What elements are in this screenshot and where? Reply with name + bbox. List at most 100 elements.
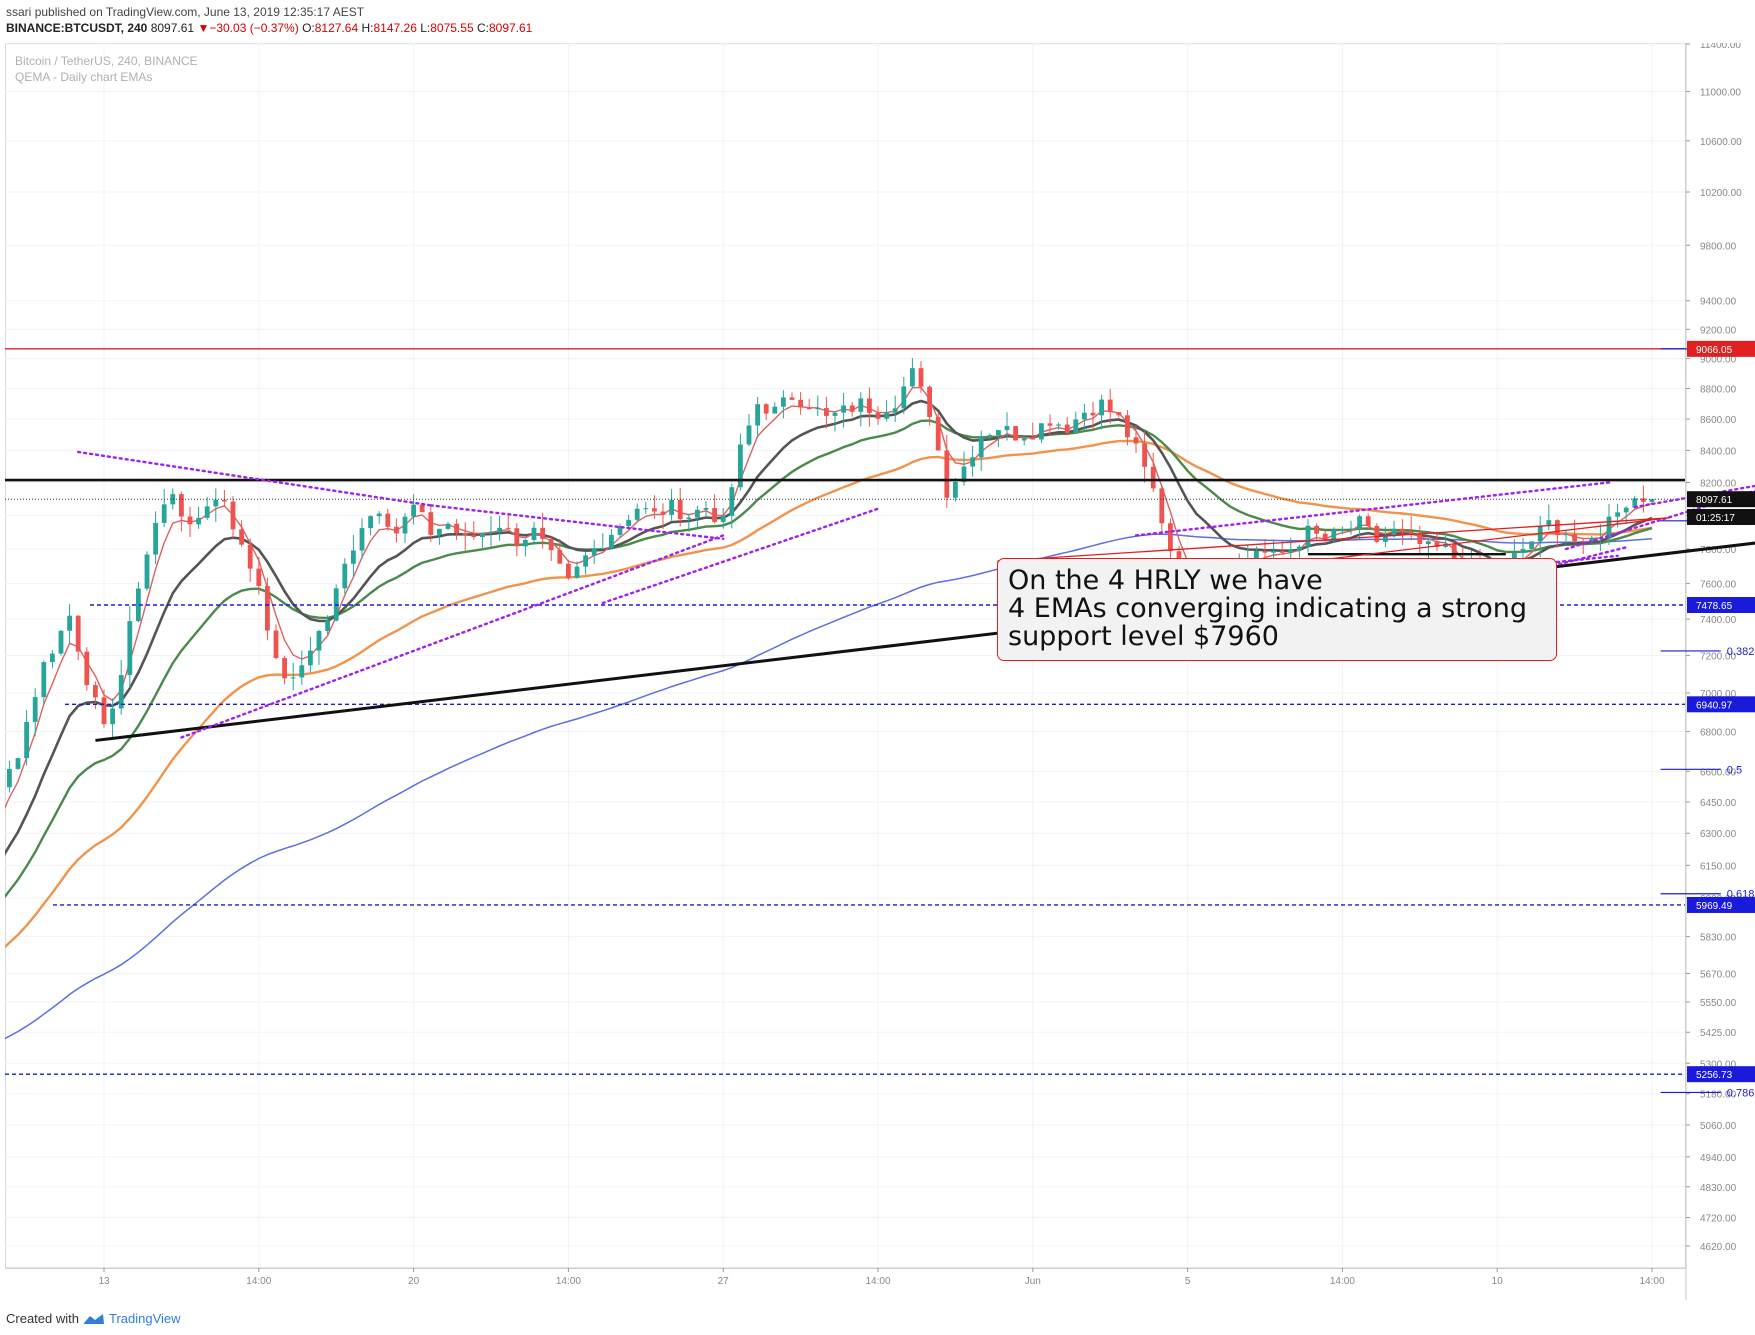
price-tick-label: 8600.00 bbox=[1700, 415, 1737, 426]
candle-body bbox=[1426, 541, 1431, 545]
price-tick-label: 5830.00 bbox=[1700, 932, 1737, 943]
candle-body bbox=[703, 507, 709, 510]
time-tick-label: 13 bbox=[98, 1276, 110, 1287]
price-tick-label: 11400.00 bbox=[1700, 43, 1741, 51]
candle-body bbox=[901, 386, 907, 409]
price-tick-label: 5670.00 bbox=[1700, 969, 1737, 980]
candle-body bbox=[1297, 546, 1302, 551]
pattern-dotted-line[interactable] bbox=[429, 504, 725, 541]
price-label-text: 6940.97 bbox=[1696, 700, 1733, 711]
candle-body bbox=[566, 563, 571, 578]
candle-body bbox=[359, 528, 365, 551]
candle-body bbox=[118, 675, 124, 709]
candle-body bbox=[1606, 516, 1612, 538]
candle-body bbox=[1004, 426, 1010, 431]
price-tick-label: 6150.00 bbox=[1700, 861, 1737, 872]
price-tick-label: 6600.00 bbox=[1700, 767, 1737, 778]
time-tick-label: Jun bbox=[1025, 1276, 1041, 1287]
candle-body bbox=[1013, 426, 1018, 441]
price-chart[interactable]: 11400.00 11000.00 10600.00 10200.00 9800.00 9… bbox=[5, 43, 1755, 1300]
price-label-box bbox=[1687, 1066, 1755, 1083]
candle-body bbox=[454, 523, 459, 534]
candle-body bbox=[1021, 438, 1027, 441]
candle-body bbox=[1546, 520, 1552, 527]
price-label-text: 7478.65 bbox=[1696, 601, 1733, 612]
price-label-box bbox=[1687, 896, 1755, 913]
annotation-line-1: On the 4 HRLY we have bbox=[1008, 565, 1323, 596]
price-tick-label: 5060.00 bbox=[1700, 1121, 1737, 1132]
candle-body bbox=[660, 511, 666, 515]
price-change: −30.03 (−0.37%) bbox=[209, 21, 299, 35]
candle-body bbox=[213, 499, 219, 507]
candle-body bbox=[1383, 536, 1388, 542]
candle-body bbox=[643, 508, 649, 510]
candle-body bbox=[411, 504, 416, 517]
price-tick-label: 9800.00 bbox=[1700, 241, 1737, 252]
time-tick-label: 14:00 bbox=[1639, 1276, 1664, 1287]
annotation-callout[interactable]: On the 4 HRLY we have 4 EMAs converging … bbox=[997, 558, 1557, 661]
candle-body bbox=[695, 509, 700, 518]
time-tick-label: 5 bbox=[1185, 1276, 1191, 1287]
pattern-dotted-line[interactable] bbox=[76, 450, 432, 507]
candle-body bbox=[1408, 531, 1414, 534]
candle-body bbox=[1331, 529, 1337, 541]
price-tick-label: 4720.00 bbox=[1700, 1214, 1737, 1225]
candle-body bbox=[1262, 550, 1268, 553]
pattern-dotted-line[interactable] bbox=[1564, 478, 1755, 551]
candle-body bbox=[471, 535, 477, 538]
candle-body bbox=[1322, 533, 1328, 541]
candle-body bbox=[1133, 437, 1139, 444]
candle-body bbox=[394, 526, 399, 534]
candle-body bbox=[910, 368, 915, 387]
candle-body bbox=[1572, 534, 1577, 542]
candle-body bbox=[712, 507, 717, 522]
candle-body bbox=[265, 585, 270, 631]
candle-body bbox=[1125, 415, 1130, 438]
time-tick-label: 14:00 bbox=[556, 1276, 581, 1287]
candle-body bbox=[875, 412, 881, 419]
candle-body bbox=[677, 499, 683, 520]
pattern-dotted-line[interactable] bbox=[1633, 477, 1755, 509]
candle-body bbox=[1107, 399, 1113, 413]
candle-body bbox=[325, 620, 330, 632]
candle-body bbox=[738, 444, 743, 488]
ema-blue-line bbox=[5, 533, 1653, 1040]
time-tick-label: 20 bbox=[408, 1276, 420, 1287]
pattern-dotted-line[interactable] bbox=[601, 507, 880, 605]
candle-body bbox=[1623, 507, 1629, 513]
candle-body bbox=[1073, 419, 1079, 434]
candle-body bbox=[892, 408, 898, 413]
candle-body bbox=[50, 653, 55, 663]
author[interactable]: ssari bbox=[6, 5, 32, 19]
candle-body bbox=[170, 494, 176, 505]
open-value: 8127.64 bbox=[314, 21, 359, 35]
price-tick-label: 8200.00 bbox=[1700, 478, 1737, 489]
price-tick-label: 7400.00 bbox=[1700, 615, 1737, 626]
candle-body bbox=[755, 404, 760, 426]
pattern-dotted-line[interactable] bbox=[180, 534, 725, 739]
tradingview-brand[interactable]: TradingView bbox=[108, 1311, 181, 1326]
pattern-dotted-line[interactable] bbox=[1134, 481, 1611, 537]
chart-area[interactable]: 11400.00 11000.00 10600.00 10200.00 9800.00 9… bbox=[5, 43, 1755, 1300]
candle-body bbox=[1563, 534, 1569, 536]
candle-body bbox=[1168, 523, 1173, 552]
legend-indicator[interactable]: QEMA - Daily chart EMAs bbox=[15, 70, 153, 84]
price-tick-label: 10200.00 bbox=[1700, 188, 1742, 199]
price-tick-label: 4830.00 bbox=[1700, 1183, 1737, 1194]
candle-body bbox=[1305, 525, 1311, 547]
candle-body bbox=[1374, 525, 1380, 542]
annotation-line-2: 4 EMAs converging indicating a strong bbox=[1008, 593, 1528, 624]
candle-body bbox=[282, 658, 287, 679]
candle-body bbox=[798, 399, 803, 408]
candle-body bbox=[591, 548, 597, 556]
candle-body bbox=[136, 588, 141, 622]
price-tick-label: 5180.00 bbox=[1700, 1090, 1737, 1101]
candle-body bbox=[1159, 488, 1165, 524]
ohlc-row: BINANCE:BTCUSDT, 240 8097.61 ▼−30.03 (−0… bbox=[6, 20, 532, 36]
candle-body bbox=[1271, 551, 1276, 553]
candle-body bbox=[1039, 423, 1044, 440]
candle-body bbox=[15, 758, 21, 769]
candle-body bbox=[488, 531, 494, 534]
candle-body bbox=[204, 506, 210, 518]
candle-body bbox=[1279, 551, 1285, 553]
